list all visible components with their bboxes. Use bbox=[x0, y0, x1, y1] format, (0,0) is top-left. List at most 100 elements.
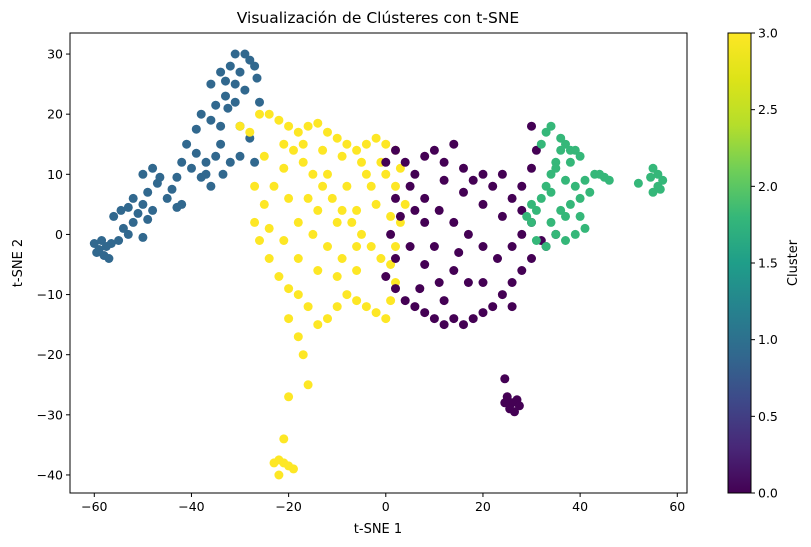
cluster-0-point bbox=[463, 229, 473, 239]
cluster-2-point bbox=[546, 121, 556, 131]
cluster-3-point bbox=[293, 254, 303, 263]
cluster-3-point bbox=[293, 127, 303, 137]
cluster-1-point bbox=[123, 229, 133, 239]
cluster-0-point bbox=[459, 320, 468, 330]
cluster-1-point bbox=[230, 97, 240, 107]
cluster-1-point bbox=[225, 157, 235, 167]
cluster-3-point bbox=[352, 296, 362, 306]
cluster-3-point bbox=[391, 181, 400, 191]
cluster-1-point bbox=[191, 148, 201, 158]
cluster-1-point bbox=[148, 205, 158, 215]
cluster-2-point bbox=[580, 175, 590, 185]
cluster-3-point bbox=[269, 458, 279, 468]
cluster-2-point bbox=[570, 229, 580, 239]
cluster-0-point bbox=[420, 217, 430, 227]
cluster-0-point bbox=[517, 229, 527, 239]
cluster-3-point bbox=[303, 380, 313, 390]
cluster-3-point bbox=[323, 169, 332, 179]
cluster-0-point bbox=[391, 284, 400, 294]
cluster-1-point bbox=[167, 184, 177, 194]
cluster-1-point bbox=[255, 97, 264, 107]
cluster-2-point bbox=[546, 187, 556, 197]
cluster-1-point bbox=[206, 79, 216, 89]
cluster-1-point bbox=[177, 199, 187, 209]
cluster-3-point bbox=[381, 169, 391, 179]
cluster-3-point bbox=[352, 205, 362, 215]
cluster-1-point bbox=[230, 49, 240, 59]
cluster-1-point bbox=[123, 202, 133, 212]
cluster-0-point bbox=[507, 278, 517, 287]
cluster-1-point bbox=[116, 205, 126, 215]
cluster-3-point bbox=[337, 205, 347, 215]
cluster-2-point bbox=[556, 205, 566, 215]
cluster-1-point bbox=[138, 169, 148, 179]
cluster-1-point bbox=[148, 163, 158, 173]
cluster-2-point bbox=[604, 175, 614, 185]
cluster-3-point bbox=[279, 163, 289, 173]
cluster-3-point bbox=[386, 296, 396, 306]
cluster-0-point bbox=[478, 169, 488, 179]
cluster-0-point bbox=[434, 278, 444, 287]
cluster-1-point bbox=[92, 248, 102, 257]
cluster-3-point bbox=[352, 266, 362, 275]
cluster-0-point bbox=[391, 145, 400, 155]
y-tick-label: −10 bbox=[37, 287, 63, 302]
cluster-3-point bbox=[313, 118, 323, 128]
colorbar-tick-label: 2.5 bbox=[758, 102, 778, 117]
cluster-1-point bbox=[177, 157, 187, 167]
cluster-0-point bbox=[420, 260, 430, 269]
cluster-0-point bbox=[449, 266, 459, 275]
cluster-0-point bbox=[463, 278, 473, 287]
colorbar-tick-label: 1.5 bbox=[758, 256, 778, 271]
cluster-3-point bbox=[303, 302, 313, 312]
cluster-1-point bbox=[104, 254, 114, 263]
cluster-2-point bbox=[580, 223, 590, 233]
colorbar-tick-label: 0.5 bbox=[758, 409, 778, 424]
y-tick-label: 20 bbox=[47, 107, 63, 122]
cluster-1-point bbox=[201, 169, 211, 179]
cluster-3-point bbox=[376, 254, 386, 263]
cluster-3-point bbox=[337, 151, 347, 161]
cluster-3-point bbox=[313, 205, 323, 215]
cluster-0-point bbox=[478, 278, 488, 287]
cluster-0-point bbox=[400, 296, 410, 306]
cluster-3-point bbox=[327, 193, 337, 203]
cluster-2-point bbox=[575, 211, 585, 221]
cluster-0-point bbox=[507, 193, 517, 203]
cluster-1-point bbox=[221, 91, 230, 101]
cluster-2-point bbox=[551, 163, 561, 173]
cluster-1-point bbox=[252, 73, 262, 83]
cluster-2-point bbox=[546, 169, 556, 179]
cluster-1-point bbox=[216, 121, 226, 131]
cluster-3-point bbox=[308, 169, 318, 179]
cluster-3-point bbox=[318, 181, 328, 191]
cluster-1-point bbox=[245, 55, 255, 65]
cluster-0-point bbox=[449, 314, 459, 324]
cluster-3-point bbox=[313, 266, 323, 275]
cluster-0-point bbox=[497, 169, 507, 179]
cluster-2-point bbox=[556, 133, 566, 143]
x-tick-label: 40 bbox=[572, 499, 588, 514]
cluster-1-point bbox=[143, 187, 153, 197]
cluster-0-point bbox=[527, 121, 536, 131]
cluster-3-point bbox=[366, 181, 376, 191]
cluster-3-point bbox=[323, 242, 332, 251]
colorbar-tick-label: 0.0 bbox=[758, 486, 778, 501]
cluster-2-point bbox=[522, 211, 532, 221]
cluster-1-point bbox=[89, 239, 99, 248]
cluster-3-point bbox=[391, 242, 400, 251]
cluster-0-point bbox=[434, 205, 444, 215]
cluster-1-point bbox=[172, 172, 182, 182]
cluster-1-point bbox=[114, 236, 124, 245]
cluster-2-point bbox=[648, 163, 658, 173]
cluster-2-point bbox=[565, 199, 575, 209]
cluster-1-point bbox=[216, 67, 226, 77]
x-tick-label: −60 bbox=[81, 499, 107, 514]
cluster-1-point bbox=[250, 157, 260, 167]
cluster-2-point bbox=[531, 236, 541, 245]
cluster-1-point bbox=[196, 109, 206, 119]
cluster-3-point bbox=[371, 199, 381, 209]
x-axis-ticks: −60 −40 −20 0 20 40 60 bbox=[81, 493, 685, 514]
cluster-3-point bbox=[303, 193, 313, 203]
cluster-3-point bbox=[323, 314, 332, 324]
